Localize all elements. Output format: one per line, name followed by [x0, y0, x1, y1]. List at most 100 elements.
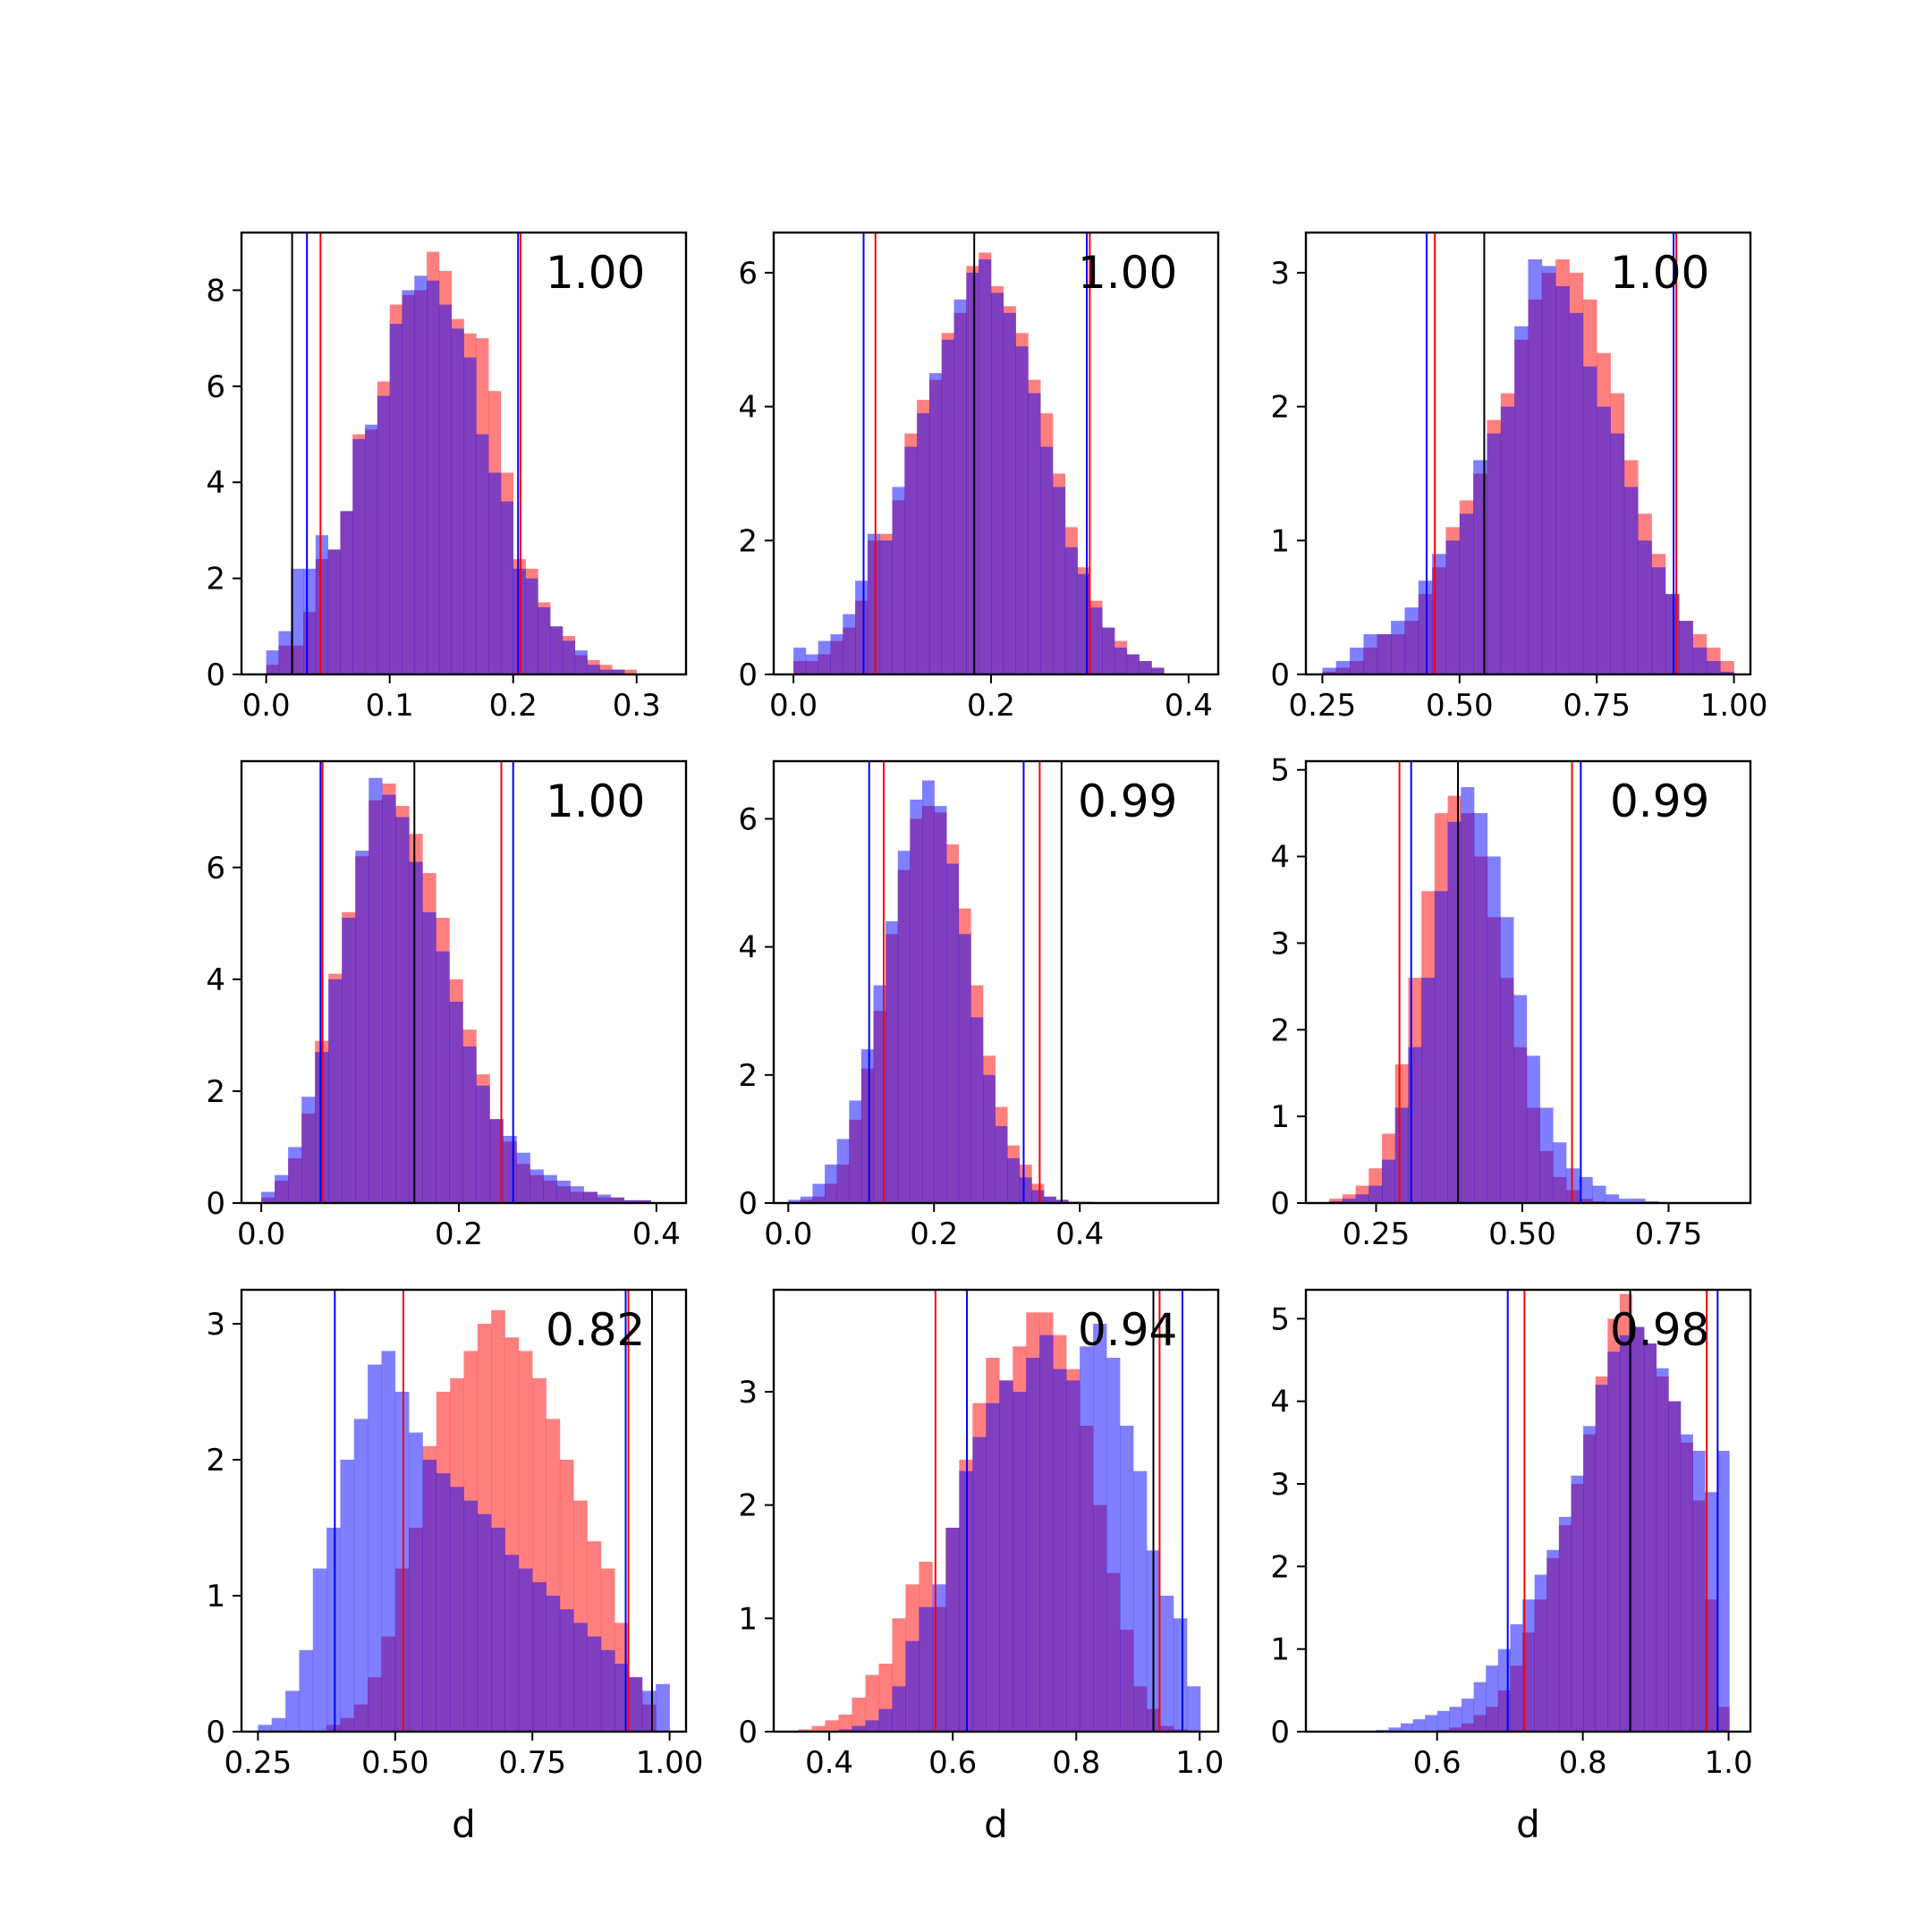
- histogram-bar: [1459, 513, 1474, 674]
- y-tick-label: 4: [1270, 1385, 1290, 1420]
- histogram-bar: [1039, 1335, 1054, 1732]
- histogram-bar: [476, 1085, 490, 1203]
- panel-6: 0.25 0.50 0.75 0 1 2 3 4 5 0.99: [1270, 753, 1752, 1252]
- x-tick-label: 0.50: [1426, 688, 1494, 724]
- histogram-bar: [995, 1126, 1008, 1203]
- histogram-bar: [1679, 621, 1693, 674]
- histogram-bar: [303, 568, 317, 674]
- histogram-bar: [1449, 1707, 1462, 1732]
- histogram-bar: [451, 328, 464, 674]
- histogram-bar: [873, 985, 886, 1203]
- histogram-bar: [463, 1500, 479, 1732]
- series-blue: [261, 777, 651, 1203]
- x-tick-label: 0.0: [764, 1216, 812, 1252]
- histogram-bar: [946, 863, 960, 1203]
- histogram-bar: [394, 1392, 410, 1732]
- y-tick-label: 6: [738, 801, 758, 837]
- histogram-bar: [368, 1364, 382, 1732]
- histogram-bar: [917, 413, 930, 674]
- histogram-bar: [1583, 1426, 1597, 1732]
- plot-area: [793, 233, 1165, 674]
- x-tick-label: 0.25: [1343, 1216, 1411, 1252]
- histogram-bar: [825, 1165, 838, 1203]
- histogram-bar: [369, 777, 383, 1203]
- histogram-bar: [1720, 661, 1734, 674]
- y-tick-label: 1: [1270, 1099, 1290, 1135]
- axes-frame: [240, 1288, 688, 1733]
- histogram-bar: [843, 614, 856, 674]
- histogram-bar: [422, 1460, 437, 1732]
- histogram-bar: [328, 979, 343, 1203]
- histogram-bar: [500, 501, 514, 674]
- panel-5: 0.0 0.2 0.4 0 2 4 6 0.99: [738, 759, 1220, 1252]
- histogram-bar: [904, 446, 918, 674]
- histogram-bar: [312, 1568, 327, 1732]
- series-blue: [266, 275, 625, 674]
- y-tick-label: 3: [1270, 1467, 1290, 1503]
- histogram-bar: [1120, 1426, 1134, 1732]
- histogram-bar: [966, 272, 979, 674]
- histogram-bar: [600, 1649, 615, 1732]
- histogram-bar: [614, 1664, 629, 1732]
- y-tick-label: 2: [1270, 390, 1290, 426]
- histogram-bar: [326, 1528, 341, 1732]
- histogram-bar: [436, 1473, 451, 1732]
- histogram-bar: [892, 1686, 906, 1732]
- histogram-bar: [1044, 1196, 1056, 1203]
- axes-frame: [1304, 759, 1752, 1205]
- histogram-bar: [559, 1609, 574, 1732]
- panel-annotation: 1.00: [546, 775, 645, 827]
- y-tick-label: 4: [206, 465, 225, 501]
- histogram-bar: [1106, 1358, 1121, 1732]
- axes-frame: [772, 231, 1220, 676]
- y-tick-label: 0: [1270, 1186, 1290, 1222]
- histogram-bar: [1619, 1335, 1632, 1732]
- histogram-bar: [800, 1196, 813, 1203]
- histogram-bar: [1329, 1199, 1343, 1203]
- histogram-bar: [597, 1194, 611, 1203]
- y-tick-label: 2: [1270, 1013, 1290, 1048]
- histogram-bar: [860, 1049, 874, 1203]
- histogram-bar: [546, 1596, 561, 1732]
- y-tick-label: 2: [206, 1443, 225, 1479]
- panel-7: 0.25 0.50 0.75 1.00 0 1 2 3 0.82 d: [206, 1288, 703, 1846]
- series-blue: [258, 1351, 670, 1732]
- histogram-bar: [1555, 285, 1570, 674]
- histogram-bar: [402, 290, 415, 674]
- x-tick-label: 0.25: [225, 1745, 292, 1781]
- histogram-bar: [805, 654, 818, 674]
- panel-1: 0.0 0.1 0.2 0.3 0 2 4 6 8 1.00: [206, 231, 688, 724]
- histogram-bar: [1015, 346, 1029, 674]
- histogram-bar: [983, 1074, 996, 1203]
- plot-area: [1322, 233, 1734, 674]
- histogram-bar: [422, 911, 436, 1203]
- histogram-bar: [1388, 1727, 1402, 1732]
- x-tick-label: 0.75: [1563, 688, 1631, 724]
- panel-9: 0.6 0.8 1.0 0 1 2 3 4 5 0.98 d: [1270, 1288, 1753, 1846]
- histogram-bar: [449, 1001, 463, 1203]
- x-tick-label: 1.0: [1705, 1745, 1753, 1781]
- y-tick-label: 1: [1270, 523, 1290, 559]
- series-blue: [838, 1324, 1201, 1732]
- histogram-bar: [352, 438, 366, 674]
- axes-frame: [772, 759, 1220, 1205]
- histogram-bar: [340, 1460, 355, 1732]
- histogram-bar: [1651, 567, 1666, 674]
- histogram-bar: [928, 373, 943, 674]
- histogram-bar: [271, 1717, 286, 1732]
- x-tick-label: 0.6: [928, 1745, 977, 1781]
- axes-frame: [1304, 231, 1752, 676]
- histogram-bar: [278, 631, 292, 674]
- histogram-bar: [1404, 607, 1419, 674]
- histogram-bar: [1040, 446, 1054, 674]
- histogram-bar: [979, 258, 992, 674]
- histogram-bar: [1028, 393, 1041, 674]
- y-tick-label: 4: [1270, 840, 1290, 876]
- panel-annotation: 1.00: [546, 247, 645, 299]
- plot-area: [798, 1290, 1201, 1732]
- histogram-bar: [1174, 1618, 1188, 1732]
- histogram-bar: [315, 535, 328, 674]
- histogram-bar: [488, 472, 502, 674]
- histogram-bar: [1692, 648, 1707, 674]
- histogram-bar: [477, 1513, 492, 1732]
